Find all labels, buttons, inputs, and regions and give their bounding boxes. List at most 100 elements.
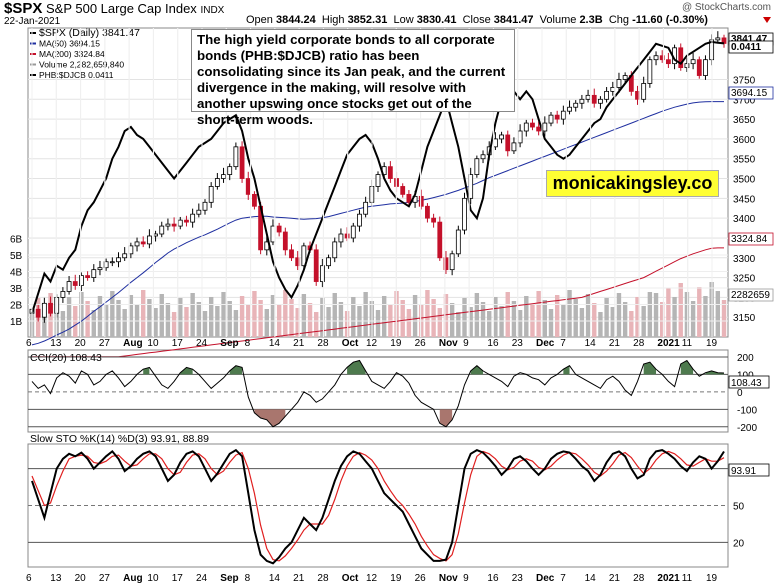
volume-bar bbox=[517, 310, 523, 337]
x-tick-label: Aug bbox=[123, 573, 142, 584]
volume-bar bbox=[554, 295, 560, 337]
x-tick-label: 17 bbox=[172, 338, 184, 349]
x-tick-label: 28 bbox=[317, 338, 329, 349]
candle-body bbox=[122, 253, 128, 259]
ratio-value-tag: 0.0411 bbox=[731, 42, 761, 53]
candle-body bbox=[585, 94, 591, 100]
volume-bar bbox=[666, 288, 671, 337]
candle-body bbox=[202, 201, 208, 211]
volume-bar bbox=[252, 291, 257, 337]
candle-body bbox=[289, 249, 294, 259]
x-tick-label: 12 bbox=[366, 573, 378, 584]
candle-body bbox=[66, 281, 72, 292]
price-tick-label: 3600 bbox=[733, 135, 756, 146]
volume-bar bbox=[270, 295, 276, 337]
ma200-value-tag: 3324.84 bbox=[731, 234, 768, 245]
candle-body bbox=[344, 233, 350, 239]
price-tick-label: 3750 bbox=[733, 76, 756, 87]
candle-body bbox=[480, 154, 486, 160]
candle-body bbox=[326, 257, 331, 267]
x-tick-label: 24 bbox=[196, 338, 208, 349]
volume-bar bbox=[660, 302, 665, 337]
volume-bar bbox=[332, 293, 337, 337]
high-value: 3852.31 bbox=[347, 14, 388, 26]
x-tick-label: 14 bbox=[269, 338, 281, 349]
candle-body bbox=[375, 174, 381, 187]
cci-value-label: 108.43 bbox=[731, 378, 762, 389]
legend-label: PHB:$DJCB 0.0411 bbox=[39, 70, 114, 80]
volume-bar bbox=[221, 292, 226, 337]
volume-bar bbox=[264, 309, 269, 337]
volume-bar bbox=[141, 290, 146, 337]
candle-body bbox=[233, 146, 239, 168]
panel-frame-2 bbox=[27, 349, 729, 433]
cci-line bbox=[31, 359, 725, 428]
legend-label: Volume 2,282,659,840 bbox=[39, 60, 124, 70]
sto-tick-label: 20 bbox=[733, 538, 745, 549]
cci-oversold-fill bbox=[254, 409, 286, 427]
x-tick-label: 16 bbox=[487, 573, 499, 584]
x-tick-label: 27 bbox=[99, 338, 111, 349]
candle-body bbox=[703, 59, 708, 76]
volume-bar bbox=[536, 291, 541, 337]
volume-bar bbox=[456, 312, 461, 337]
cci-tick-label: -200 bbox=[737, 423, 757, 434]
volume-bar bbox=[462, 298, 467, 337]
x-tick-label: 14 bbox=[585, 573, 597, 584]
candle-body bbox=[604, 90, 610, 100]
x-tick-label: 17 bbox=[172, 573, 184, 584]
price-tick-label: 3150 bbox=[733, 313, 756, 324]
x-tick-label: 26 bbox=[415, 573, 427, 584]
down-arrow-icon bbox=[763, 17, 771, 23]
candle-body bbox=[140, 241, 146, 245]
volume-bar bbox=[239, 296, 245, 337]
cci-overbought-fill bbox=[229, 365, 243, 375]
legend-item: PHB:$DJCB 0.0411 bbox=[30, 70, 114, 80]
x-tick-label: Sep bbox=[220, 573, 238, 584]
volume-bar bbox=[629, 311, 634, 337]
candle-body bbox=[678, 47, 684, 69]
volume-bar bbox=[147, 299, 152, 337]
volume-bar bbox=[338, 302, 344, 337]
x-tick-label: Dec bbox=[536, 573, 555, 584]
volume-bar bbox=[190, 293, 195, 337]
candle-body bbox=[146, 235, 152, 245]
candle-body bbox=[134, 241, 140, 247]
legend-item: MA(200) 3324.84 bbox=[30, 49, 105, 59]
legend-item: $SPX (Daily) 3841.47 bbox=[30, 27, 140, 39]
x-tick-label: 10 bbox=[147, 338, 159, 349]
volume-bar bbox=[283, 290, 288, 337]
candle-body bbox=[184, 219, 189, 223]
candle-body bbox=[665, 59, 671, 65]
x-tick-label: 19 bbox=[390, 338, 402, 349]
volume-bar bbox=[592, 303, 597, 337]
x-tick-label: 13 bbox=[50, 338, 62, 349]
candle-body bbox=[591, 94, 597, 104]
volume-bar bbox=[165, 303, 171, 337]
candle-body bbox=[690, 59, 696, 65]
ma200-value-tag-box bbox=[728, 232, 774, 246]
candle-body bbox=[357, 213, 362, 227]
x-tick-label: Oct bbox=[342, 338, 359, 349]
x-tick-label: 6 bbox=[26, 338, 32, 349]
cci-title: CCI(20) 108.43 bbox=[30, 352, 102, 364]
volume-bar bbox=[474, 293, 480, 337]
x-tick-label: 21 bbox=[609, 338, 621, 349]
volume-bar bbox=[678, 283, 683, 337]
sto-value-box bbox=[728, 463, 770, 477]
cci-overbought-fill bbox=[563, 365, 570, 375]
chart-title: $SPX S&P 500 Large Cap Index INDX bbox=[4, 0, 224, 17]
open-value: 3844.24 bbox=[275, 14, 316, 26]
x-tick-label: Oct bbox=[342, 573, 359, 584]
volume-tick-label: 1B bbox=[10, 317, 23, 328]
candle-body bbox=[455, 229, 461, 255]
volume-bar bbox=[598, 312, 603, 337]
candle-body bbox=[653, 55, 659, 61]
sto-k-line bbox=[31, 448, 725, 565]
x-tick-label: 11 bbox=[682, 573, 693, 584]
volume-bar bbox=[97, 296, 103, 337]
volume-bar bbox=[616, 293, 622, 337]
candle-body bbox=[313, 249, 319, 282]
volume-bar bbox=[449, 303, 455, 337]
volume-bar bbox=[79, 292, 84, 337]
